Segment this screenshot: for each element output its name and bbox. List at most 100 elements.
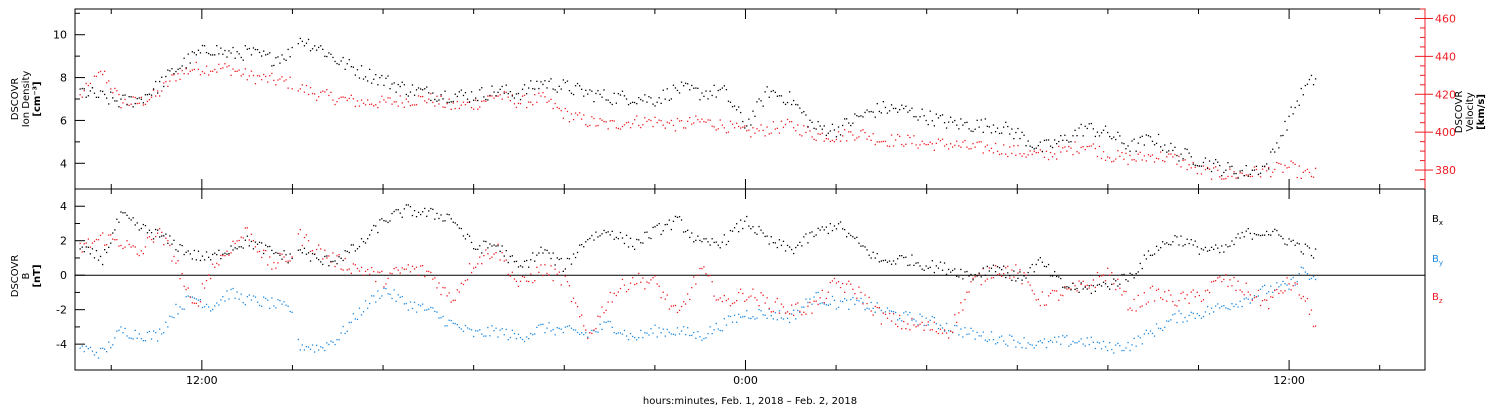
bz-point	[495, 252, 497, 254]
bx-point	[772, 242, 774, 244]
density-point	[860, 115, 862, 117]
by-point	[1017, 341, 1019, 343]
density-series	[79, 37, 1317, 179]
bx-point	[1194, 240, 1196, 242]
bx-point	[1308, 247, 1311, 249]
bx-point	[521, 266, 524, 268]
bx-point	[1123, 273, 1125, 276]
by-point	[487, 326, 489, 329]
by-point	[833, 299, 836, 301]
by-point	[1082, 343, 1084, 345]
by-point	[473, 335, 475, 338]
density-point	[872, 111, 874, 113]
bx-point	[542, 252, 544, 254]
velocity-point	[354, 105, 356, 108]
velocity-point	[1300, 177, 1302, 179]
density-point	[330, 53, 332, 55]
bx-point	[970, 273, 972, 276]
by-point	[405, 302, 407, 305]
bz-point	[1058, 299, 1060, 301]
bx-point	[1005, 276, 1007, 279]
bx-point	[1310, 254, 1313, 257]
bx-point	[764, 235, 766, 238]
density-point	[1155, 142, 1158, 144]
velocity-point	[177, 73, 179, 75]
velocity-point	[387, 97, 389, 99]
bx-point	[230, 245, 232, 247]
bx-point	[1076, 287, 1078, 290]
bx-point	[784, 250, 787, 252]
bz-point	[627, 288, 630, 291]
density-point	[81, 87, 83, 90]
velocity-point	[1239, 172, 1241, 174]
density-point	[795, 103, 797, 106]
bx-point	[383, 220, 385, 222]
density-point	[1149, 136, 1152, 138]
bz-point	[1168, 289, 1170, 292]
bz-point	[1047, 295, 1050, 297]
density-point	[974, 128, 976, 130]
bx-point	[813, 235, 815, 238]
density-point	[554, 89, 556, 91]
by-point	[244, 304, 246, 306]
by-point	[199, 299, 202, 301]
bx-point	[397, 209, 399, 211]
density-point	[348, 59, 350, 61]
density-point	[83, 88, 85, 90]
velocity-point	[758, 130, 760, 132]
velocity-point	[232, 68, 234, 70]
bx-point	[615, 236, 617, 239]
velocity-point	[554, 102, 556, 105]
bz-point	[1296, 283, 1298, 285]
by-point	[856, 299, 858, 301]
bx-point	[1278, 234, 1280, 236]
by-point	[691, 334, 693, 337]
velocity-point	[99, 70, 102, 73]
bx-point	[411, 214, 414, 217]
velocity-point	[1121, 152, 1123, 154]
density-point	[1047, 139, 1050, 141]
legend-bz: Bz	[1432, 292, 1443, 305]
velocity-point	[915, 144, 917, 146]
by-point	[187, 295, 189, 297]
by-point	[144, 340, 147, 342]
by-point	[440, 317, 442, 319]
by-point	[805, 298, 807, 300]
by-point	[937, 327, 940, 330]
by-point	[1245, 297, 1247, 299]
bx-point	[167, 242, 169, 244]
bx-point	[948, 268, 950, 271]
velocity-point	[1190, 167, 1192, 169]
bx-point	[526, 259, 528, 262]
velocity-point	[852, 134, 854, 136]
density-point	[542, 83, 544, 86]
density-point	[786, 101, 789, 104]
by-point	[858, 300, 860, 302]
by-point	[411, 307, 414, 310]
density-point	[95, 96, 98, 98]
by-point	[591, 329, 593, 332]
bz-point	[717, 299, 719, 301]
by-point	[1045, 346, 1048, 349]
density-point	[801, 112, 803, 114]
velocity-point	[980, 141, 982, 143]
by-point	[680, 330, 683, 332]
by-point	[273, 305, 275, 307]
by-point	[238, 298, 240, 300]
density-point	[597, 90, 599, 92]
density-point	[797, 104, 799, 106]
density-point	[301, 40, 303, 42]
bx-point	[1237, 233, 1239, 235]
density-point	[142, 102, 144, 104]
bx-point	[935, 265, 937, 267]
density-point	[660, 102, 662, 104]
by-point	[917, 324, 919, 326]
bx-point	[289, 253, 291, 255]
density-point	[996, 127, 999, 129]
bx-point	[1241, 231, 1243, 234]
bx-point	[246, 235, 248, 237]
by-point	[470, 329, 473, 331]
bz-point	[528, 280, 530, 283]
density-point	[654, 105, 656, 107]
by-point	[1092, 341, 1094, 343]
